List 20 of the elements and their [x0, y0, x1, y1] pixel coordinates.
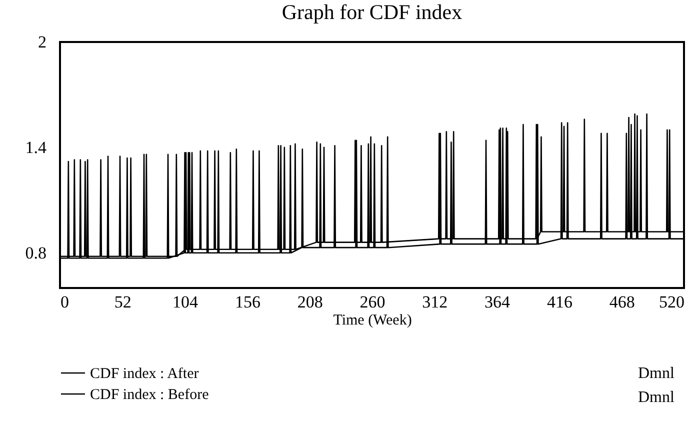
y-tick-label: 2	[38, 32, 46, 52]
legend-label: CDF index : Before	[90, 387, 210, 403]
x-tick-label: 104	[172, 292, 199, 312]
text: Dmnl	[638, 389, 675, 406]
chart-title: Graph for CDF index	[282, 0, 463, 24]
y-tick-label: 1.4	[25, 138, 47, 157]
x-tick-label: 468	[609, 292, 635, 312]
x-tick-label: 364	[484, 292, 511, 312]
legend-label: CDF index : After	[90, 366, 199, 382]
x-tick-label: 260	[360, 292, 386, 312]
x-tick-label: 156	[234, 292, 260, 312]
x-tick-label: 416	[546, 292, 572, 312]
text: Dmnl	[638, 365, 675, 382]
x-tick-label: 312	[422, 292, 448, 312]
x-tick-label: 52	[114, 292, 132, 312]
y-tick-label: 0.8	[25, 243, 46, 262]
x-axis-title: Time (Week)	[333, 312, 412, 328]
x-tick-label: 0	[60, 292, 69, 312]
x-tick-label: 520	[659, 292, 684, 312]
x-tick-label: 208	[297, 292, 323, 312]
